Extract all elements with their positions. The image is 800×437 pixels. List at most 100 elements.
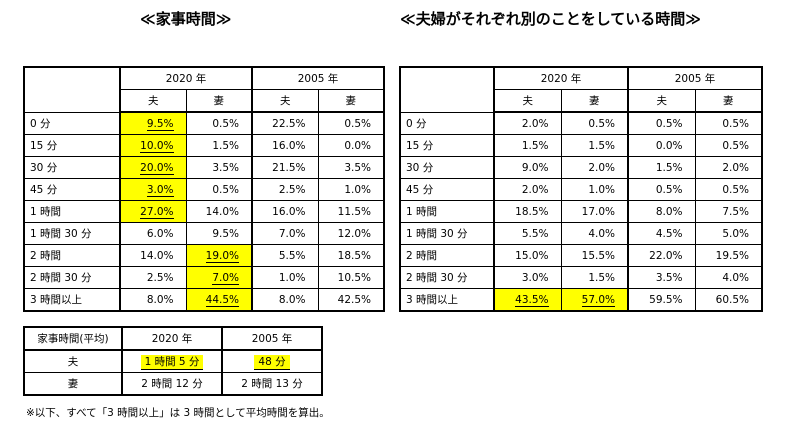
wife-header: 妻	[185, 89, 253, 113]
value-cell: 0.5%	[627, 178, 696, 201]
value-cell: 1.0%	[560, 178, 629, 201]
value-cell: 27.0%	[119, 200, 187, 223]
value-cell: 19.0%	[185, 244, 253, 267]
value-cell: 18.5%	[493, 200, 562, 223]
row-label: 3 時間以上	[23, 288, 121, 312]
value-cell: 1.5%	[493, 134, 562, 157]
value-cell: 10.0%	[119, 134, 187, 157]
value-cell: 2.0%	[560, 156, 629, 179]
corner-cell	[23, 66, 121, 113]
row-label: 2 時間	[399, 244, 495, 267]
value-cell: 0.5%	[694, 111, 763, 135]
husband-header: 夫	[627, 89, 696, 113]
value-cell: 22.0%	[627, 244, 696, 267]
value-cell: 57.0%	[560, 288, 629, 312]
average-housework-table: 家事時間(平均) 2020 年 2005 年 夫 1 時間 5 分 48 分 妻…	[23, 326, 323, 396]
value-cell: 2.0%	[694, 156, 763, 179]
value-cell: 3.5%	[185, 156, 253, 179]
value-cell: 9.5%	[119, 111, 187, 135]
average-husband-label: 夫	[23, 349, 123, 373]
row-label: 2 時間	[23, 244, 121, 267]
value-cell: 18.5%	[317, 244, 385, 267]
value-cell: 7.5%	[694, 200, 763, 223]
average-year-2005: 2005 年	[221, 326, 323, 351]
value-cell: 1.5%	[627, 156, 696, 179]
average-wife-2005: 2 時間 13 分	[221, 372, 323, 396]
left-table-title: ≪家事時間≫	[140, 10, 232, 28]
value-cell: 2.5%	[251, 178, 319, 201]
table-row: 30 分 9.0% 2.0% 1.5% 2.0%	[399, 156, 763, 179]
row-label: 15 分	[399, 134, 495, 157]
row-label: 0 分	[399, 111, 495, 135]
value-cell: 11.5%	[317, 200, 385, 223]
year-header-2020: 2020 年	[119, 66, 253, 90]
table-row: 45 分 2.0% 1.0% 0.5% 0.5%	[399, 178, 763, 201]
value-cell: 0.5%	[694, 178, 763, 201]
value-cell: 14.0%	[185, 200, 253, 223]
table-row: 1 時間 18.5% 17.0% 8.0% 7.5%	[399, 200, 763, 223]
table-row: 2 時間 15.0% 15.5% 22.0% 19.5%	[399, 244, 763, 267]
wife-header: 妻	[317, 89, 385, 113]
value-cell: 14.0%	[119, 244, 187, 267]
wife-header: 妻	[694, 89, 763, 113]
value-cell: 21.5%	[251, 156, 319, 179]
footnote: ※以下、すべて「3 時間以上」は 3 時間として平均時間を算出。	[26, 407, 330, 419]
value-cell: 16.0%	[251, 134, 319, 157]
year-header-2005: 2005 年	[251, 66, 385, 90]
value-cell: 2.5%	[119, 266, 187, 289]
husband-header: 夫	[493, 89, 562, 113]
row-label: 0 分	[23, 111, 121, 135]
row-label: 2 時間 30 分	[23, 266, 121, 289]
value-cell: 0.5%	[317, 111, 385, 135]
wife-header: 妻	[560, 89, 629, 113]
value-cell: 3.5%	[317, 156, 385, 179]
year-header-2020: 2020 年	[493, 66, 629, 90]
value-cell: 16.0%	[251, 200, 319, 223]
row-label: 30 分	[23, 156, 121, 179]
table-row: 3 時間以上 43.5% 57.0% 59.5% 60.5%	[399, 288, 763, 312]
average-wife-label: 妻	[23, 372, 123, 396]
average-header-label: 家事時間(平均)	[23, 326, 123, 351]
table-row: 15 分 1.5% 1.5% 0.0% 0.5%	[399, 134, 763, 157]
value-cell: 5.0%	[694, 222, 763, 245]
value-cell: 8.0%	[627, 200, 696, 223]
table-row: 1 時間 30 分 6.0% 9.5% 7.0% 12.0%	[23, 222, 385, 245]
value-cell: 0.0%	[317, 134, 385, 157]
table-row: 45 分 3.0% 0.5% 2.5% 1.0%	[23, 178, 385, 201]
table-row: 30 分 20.0% 3.5% 21.5% 3.5%	[23, 156, 385, 179]
value-cell: 42.5%	[317, 288, 385, 312]
row-label: 1 時間 30 分	[399, 222, 495, 245]
value-cell: 7.0%	[185, 266, 253, 289]
value-cell: 4.5%	[627, 222, 696, 245]
row-label: 45 分	[23, 178, 121, 201]
table-row: 1 時間 30 分 5.5% 4.0% 4.5% 5.0%	[399, 222, 763, 245]
table-row: 2 時間 14.0% 19.0% 5.5% 18.5%	[23, 244, 385, 267]
right-table-title: ≪夫婦がそれぞれ別のことをしている時間≫	[400, 10, 701, 28]
average-husband-2005: 48 分	[221, 349, 323, 373]
value-cell: 9.5%	[185, 222, 253, 245]
value-cell: 0.0%	[627, 134, 696, 157]
table-row: 0 分 2.0% 0.5% 0.5% 0.5%	[399, 111, 763, 135]
value-cell: 0.5%	[560, 111, 629, 135]
value-cell: 43.5%	[493, 288, 562, 312]
value-cell: 20.0%	[119, 156, 187, 179]
value-cell: 1.0%	[317, 178, 385, 201]
value-cell: 0.5%	[627, 111, 696, 135]
table-row: 2 時間 30 分 2.5% 7.0% 1.0% 10.5%	[23, 266, 385, 289]
value-cell: 0.5%	[694, 134, 763, 157]
value-cell: 3.0%	[119, 178, 187, 201]
value-cell: 1.5%	[560, 134, 629, 157]
average-husband-2020: 1 時間 5 分	[121, 349, 223, 373]
value-cell: 17.0%	[560, 200, 629, 223]
value-cell: 1.5%	[185, 134, 253, 157]
value-cell: 5.5%	[493, 222, 562, 245]
value-cell: 4.0%	[560, 222, 629, 245]
value-cell: 2.0%	[493, 111, 562, 135]
value-cell: 8.0%	[251, 288, 319, 312]
value-cell: 22.5%	[251, 111, 319, 135]
value-cell: 1.5%	[560, 266, 629, 289]
row-label: 30 分	[399, 156, 495, 179]
value-cell: 4.0%	[694, 266, 763, 289]
value-cell: 59.5%	[627, 288, 696, 312]
table-row: 1 時間 27.0% 14.0% 16.0% 11.5%	[23, 200, 385, 223]
